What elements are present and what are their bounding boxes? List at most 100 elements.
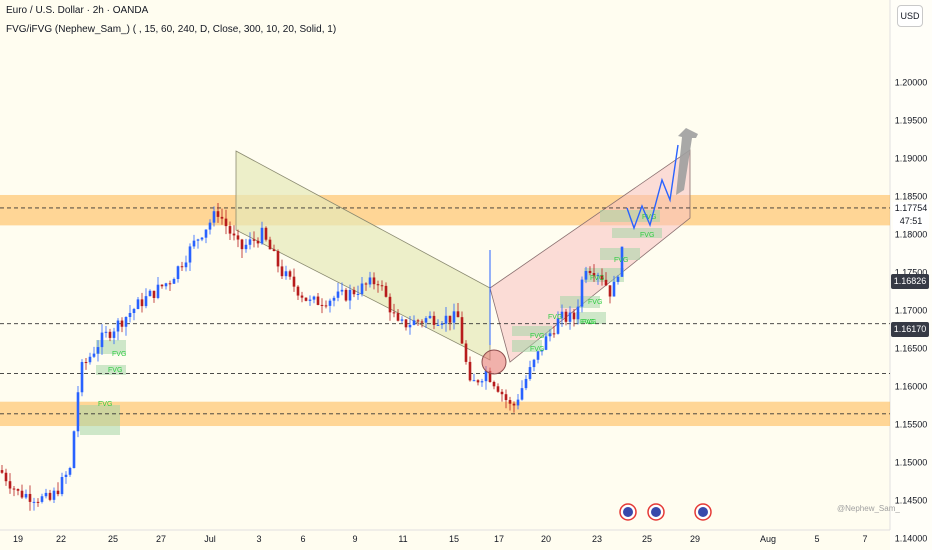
economic-event-flag-icon [623,507,633,517]
x-tick-label: 9 [352,534,357,544]
candle [200,237,204,242]
candle-body [276,251,280,267]
candle [236,229,240,248]
candle [228,221,232,240]
candle [360,277,364,297]
candle [508,396,512,411]
y-tick-label: 1.18000 [895,230,928,240]
candle-body [132,309,136,313]
candle-body [116,320,120,332]
candle-body [60,477,64,495]
candle [436,319,440,326]
candle-body [100,332,104,348]
candle [32,497,36,511]
candle [572,309,576,327]
candle-body [296,286,300,296]
candle-body [140,299,144,307]
candle [536,350,540,364]
candle-body [484,370,488,382]
candle-body [208,222,212,230]
candle [496,383,500,393]
indicator-legend[interactable]: FVG/iFVG (Nephew_Sam_) ( , 15, 60, 240, … [6,24,337,35]
candle [564,308,568,326]
candle-body [184,262,188,268]
candle-body [404,319,408,328]
candle [184,255,188,272]
candle-body [128,312,132,318]
candle [36,498,40,507]
candle-body [384,285,388,297]
candle [116,318,120,341]
currency-button[interactable]: USD [897,5,923,27]
candle [44,488,48,499]
y-tick-label: 1.19500 [895,116,928,126]
candle-body [56,490,60,495]
last-price-value: 1.17754 [894,203,928,213]
x-tick-label: 17 [494,534,504,544]
candle-body [292,276,296,287]
candle-body [552,333,556,335]
candle [608,285,612,304]
candle [336,282,340,302]
candle [424,316,428,328]
candle [164,282,168,290]
candle [92,346,96,358]
candle [256,237,260,248]
fvg-label: FVG [108,367,122,374]
candle-body [336,291,340,298]
candle [384,282,388,298]
price-level-label-high: 1.16826 [891,274,929,289]
economic-event-flag-icon [698,507,708,517]
candle-body [44,492,48,497]
candle-body [536,351,540,360]
candle-body [176,266,180,279]
candle-body [112,331,116,338]
candle [280,259,284,279]
candle-body [360,283,364,294]
fvg-box [512,326,552,336]
candle-body [144,296,148,307]
candle-body [240,239,244,250]
candle [332,295,336,307]
candle-body [196,239,200,241]
candle-body [108,331,112,338]
candle-body [192,240,196,247]
fvg-label: FVG [590,275,604,282]
author-watermark: @Nephew_Sam_ [837,504,900,513]
candle [192,234,196,249]
candle-body [512,403,516,406]
ascending-channel [489,149,691,363]
candle [232,225,236,241]
candle [432,311,436,330]
candle [136,296,140,310]
candle [168,280,172,291]
candle-body [324,305,328,307]
candle-body [220,216,224,219]
candle-body [528,367,532,379]
candle-body [24,493,28,498]
projection-arrow [676,128,698,195]
candle [480,378,484,387]
y-tick-label: 1.14000 [895,534,928,544]
x-tick-label: 22 [56,534,66,544]
fvg-box [512,340,542,352]
candle [180,261,184,271]
candle-body [420,321,424,323]
x-tick-label: 25 [108,534,118,544]
candle [456,302,460,318]
x-tick-label: 11 [398,534,407,544]
candle-body [572,312,576,320]
fvg-label: FVG [640,232,654,239]
fvg-box [96,340,126,354]
candle [556,311,560,335]
candle [292,268,296,292]
candle-body [244,244,248,250]
candle-body [156,284,160,298]
candle [60,472,64,497]
candle [392,303,396,318]
fvg-label: FVG [614,257,628,264]
candle [296,285,300,300]
candle [524,375,528,391]
